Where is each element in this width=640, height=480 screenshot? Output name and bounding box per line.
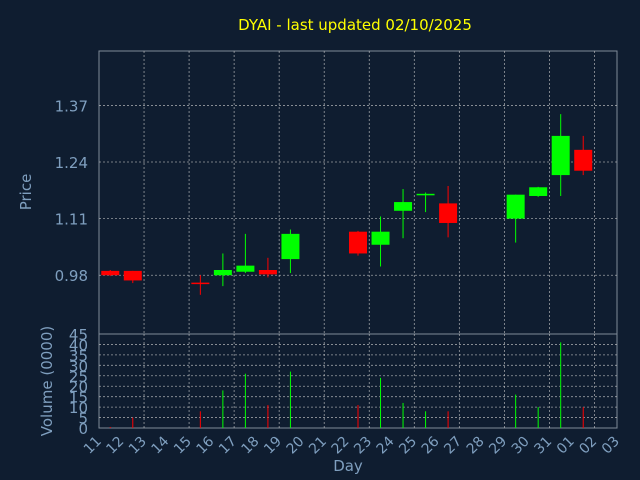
volume-tick-label: 10 [69, 399, 88, 417]
candles [101, 114, 593, 295]
x-tick-label: 30 [509, 434, 533, 458]
x-tick-label: 18 [239, 434, 263, 458]
candle-body [506, 194, 525, 219]
x-tick-label: 22 [329, 434, 353, 458]
x-tick-label: 29 [486, 434, 510, 458]
x-tick-label: 19 [261, 434, 285, 458]
candle-body [574, 149, 593, 171]
volume-tick-label: 5 [78, 410, 88, 428]
candle-body [213, 269, 232, 276]
x-tick-label: 20 [284, 434, 308, 458]
x-tick-label: 28 [464, 434, 488, 458]
volume-tick-label: 15 [69, 389, 88, 407]
x-tick-label: 16 [194, 433, 218, 457]
x-tick-label: 03 [599, 434, 623, 458]
chart-title: DYAI - last updated 02/10/2025 [238, 16, 472, 34]
volume-bars [109, 342, 584, 428]
x-tick-label: 21 [306, 434, 330, 458]
volume-tick-label: 35 [69, 347, 88, 365]
x-tick-label: 31 [531, 434, 555, 458]
volume-tick-label: 30 [69, 357, 88, 375]
x-tick-label: 15 [171, 434, 195, 458]
candle-body [123, 270, 142, 281]
volume-tick-label: 40 [69, 336, 88, 354]
price-axis-label: Price [17, 174, 35, 211]
x-tick-label: 25 [396, 434, 420, 458]
candle-body [394, 202, 413, 211]
price-tick-label: 1.11 [55, 211, 88, 229]
volume-tick-label: 25 [69, 368, 88, 386]
x-tick-label: 13 [126, 434, 150, 458]
candle-body [349, 231, 367, 254]
candle-body [191, 282, 210, 285]
candle-body [416, 193, 435, 196]
price-tick-label: 1.37 [55, 97, 88, 115]
x-tick-label: 27 [441, 434, 465, 458]
candle-body [258, 269, 277, 275]
price-tick-label: 1.24 [55, 154, 88, 172]
price-tick-label: 0.98 [55, 267, 88, 285]
volume-axis-label: Volume (0000) [38, 326, 56, 436]
volume-tick-label: 45 [69, 326, 88, 344]
candle-body [551, 135, 570, 176]
x-tick-label: 01 [554, 434, 578, 458]
volume-tick-label: 0 [78, 420, 88, 438]
x-tick-label: 02 [576, 434, 600, 458]
tick-labels: 0.981.111.241.37051015202530354045111213… [55, 97, 623, 457]
x-tick-label: 23 [351, 434, 375, 458]
candle-body [371, 231, 390, 245]
x-tick-label: 12 [103, 434, 127, 458]
x-tick-label: 14 [148, 433, 172, 457]
candle-body [101, 270, 120, 276]
candle-body [236, 265, 255, 272]
candle-body [439, 203, 458, 223]
x-tick-label: 17 [216, 434, 240, 458]
x-tick-label: 26 [419, 433, 443, 457]
grid-lines [99, 51, 617, 428]
candle-body [529, 187, 548, 196]
x-axis-label: Day [333, 457, 363, 475]
x-tick-label: 24 [374, 433, 398, 457]
candle-body [281, 233, 300, 260]
volume-tick-label: 20 [69, 378, 88, 396]
